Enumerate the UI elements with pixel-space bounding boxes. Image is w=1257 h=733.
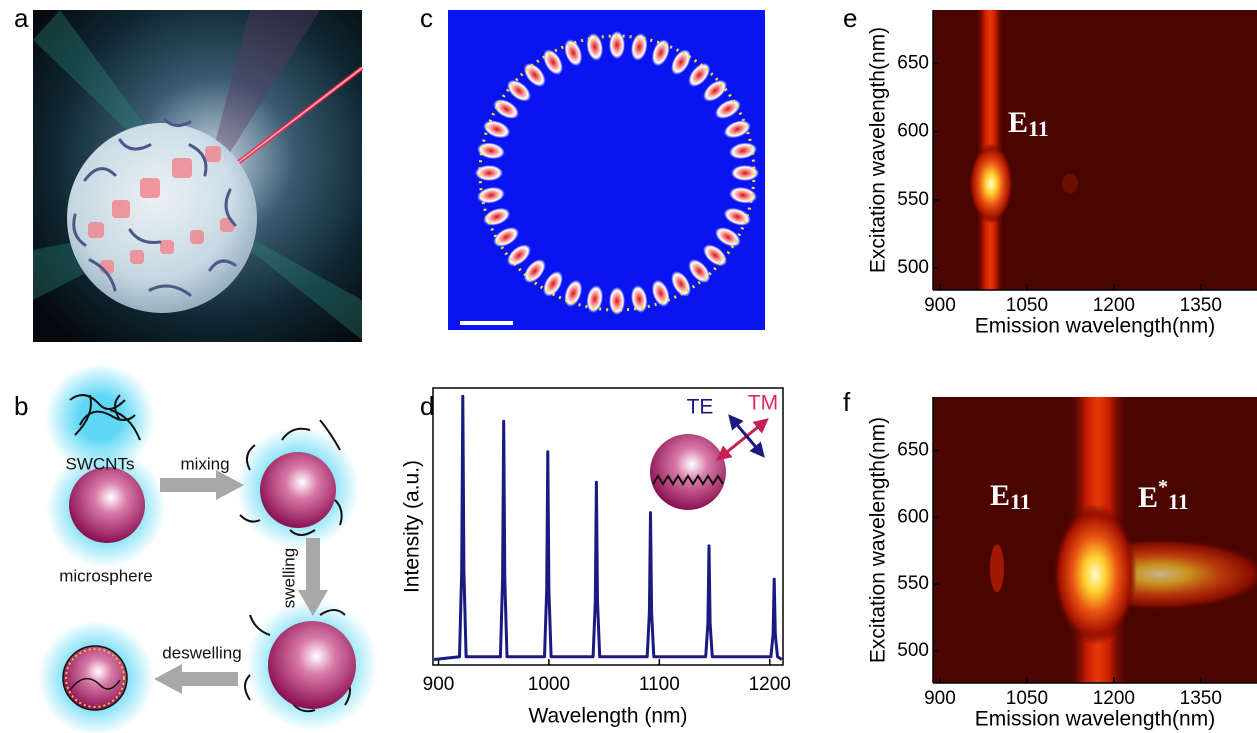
mixing-label: mixing [180,454,229,473]
y-axis-title: Intensity (a.u.) [401,460,424,593]
figure: SWCNTs mixing microsphere swelling deswe… [0,0,1257,733]
plot-frame [433,388,783,665]
x-axis-title: Wavelength (nm) [528,705,687,728]
mode-lobe [609,287,625,315]
microsphere-label: microsphere [59,566,153,585]
panel-c-art [448,10,765,330]
y-axis-title: Excitation wavelength(nm) [867,417,890,663]
peak-label-sub: 11 [1168,489,1189,514]
peak-label-sup: * [1158,476,1168,498]
hot-spot [1053,504,1137,644]
y-tick-label: 550 [897,189,929,210]
peak-label-sub: 11 [1028,116,1049,141]
y-tick-label: 550 [897,573,929,594]
x-axis-title: Emission wavelength(nm) [975,315,1215,338]
panel-label: a [14,3,29,33]
panel-b-art [38,363,378,733]
panel-label: c [420,3,433,33]
y-tick-label: 600 [897,121,929,142]
x-tick-label: 900 [423,674,455,695]
y-tick-label: 500 [897,640,929,661]
heatmap-image [933,10,1257,290]
te-label: TE [687,396,714,419]
y-axis-title: Excitation wavelength(nm) [867,27,890,273]
y-tick-label: 650 [897,52,929,73]
x-tick-label: 900 [924,688,956,709]
y-tick-label: 600 [897,506,929,527]
faint-spot [990,544,1004,592]
panel-d-inset [650,420,763,510]
x-tick-label: 1050 [1006,295,1048,316]
swelling-label: swelling [279,548,298,608]
peak-label-base: E [1138,481,1158,514]
x-tick-label: 1200 [1093,688,1135,709]
tm-label: TM [748,392,778,415]
x-tick-label: 900 [924,295,956,316]
x-tick-label: 1050 [1006,688,1048,709]
panel-label: e [843,3,857,33]
faint-spot [1062,174,1078,194]
panel-label: b [14,391,28,421]
panel-a-art [33,10,362,342]
heatmap-image [933,397,1257,683]
deswelling-label: deswelling [162,643,241,662]
swcnts-label: SWCNTs [66,454,135,473]
x-tick-label: 1200 [749,674,791,695]
y-tick-label: 500 [897,257,929,278]
spectrum-line [434,396,782,659]
x-tick-label: 1000 [528,674,570,695]
peak-label-base: E [1008,106,1028,139]
hot-spot [969,144,1013,224]
panel-label: f [843,387,851,417]
x-tick-label: 1350 [1180,688,1222,709]
peak-label-sub: 11 [1010,489,1031,514]
y-tick-label: 650 [897,439,929,460]
x-axis-title: Emission wavelength(nm) [975,708,1215,731]
x-tick-label: 1350 [1180,295,1222,316]
x-tick-label: 1200 [1093,295,1135,316]
peak-label-base: E [990,479,1010,512]
x-tick-label: 1100 [639,674,680,695]
